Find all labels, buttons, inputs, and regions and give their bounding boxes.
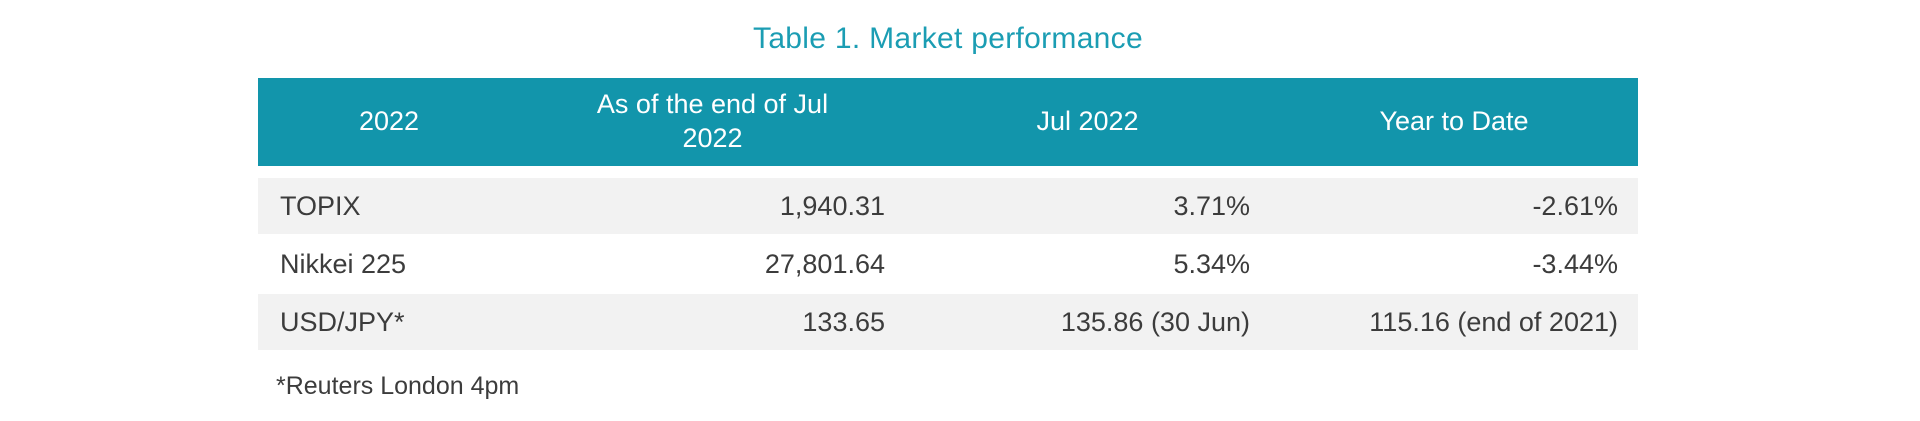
cell-topix-end-of-jul: 1,940.31 bbox=[779, 190, 885, 221]
cell-topix-jul-2022: 3.71% bbox=[1173, 190, 1250, 221]
market-performance-table: 2022 As of the end of Jul 2022 Jul 2022 … bbox=[258, 78, 1638, 350]
table-header-row: 2022 As of the end of Jul 2022 Jul 2022 … bbox=[258, 78, 1638, 166]
cell-usdjpy-jul-2022: 135.86 (30 Jun) bbox=[1060, 306, 1250, 337]
header-cell-year-to-date: Year to Date bbox=[1270, 78, 1638, 166]
cell-nikkei-end-of-jul: 27,801.64 bbox=[764, 248, 885, 279]
cell-nikkei-year-to-date: -3.44% bbox=[1532, 248, 1618, 279]
header-cell-label: Year to Date bbox=[1379, 106, 1529, 137]
table-footnote: *Reuters London 4pm bbox=[276, 372, 520, 400]
cell-nikkei-jul-2022: 5.34% bbox=[1173, 248, 1250, 279]
header-cell-end-of-jul: As of the end of Jul 2022 bbox=[520, 78, 905, 166]
cell-topix-year-to-date: -2.61% bbox=[1532, 190, 1618, 221]
table-row-usdjpy: USD/JPY* 133.65 135.86 (30 Jun) 115.16 (… bbox=[258, 294, 1638, 350]
cell-usdjpy-end-of-jul: 133.65 bbox=[802, 306, 885, 337]
header-cell-jul-2022: Jul 2022 bbox=[905, 78, 1270, 166]
table-row-nikkei-225: Nikkei 225 27,801.64 5.34% -3.44% bbox=[258, 236, 1638, 292]
table-title: Table 1. Market performance bbox=[753, 22, 1143, 55]
table-row-topix: TOPIX 1,940.31 3.71% -2.61% bbox=[258, 178, 1638, 234]
header-cell-label: 2022 bbox=[358, 106, 420, 137]
header-cell-label: As of the end of Jul 2022 bbox=[596, 89, 829, 153]
cell-usdjpy-name: USD/JPY* bbox=[280, 306, 405, 337]
cell-usdjpy-year-to-date: 115.16 (end of 2021) bbox=[1369, 306, 1618, 337]
cell-topix-name: TOPIX bbox=[280, 190, 361, 221]
header-cell-2022: 2022 bbox=[258, 78, 520, 166]
cell-nikkei-name: Nikkei 225 bbox=[280, 248, 407, 279]
header-cell-label: Jul 2022 bbox=[1036, 106, 1139, 137]
